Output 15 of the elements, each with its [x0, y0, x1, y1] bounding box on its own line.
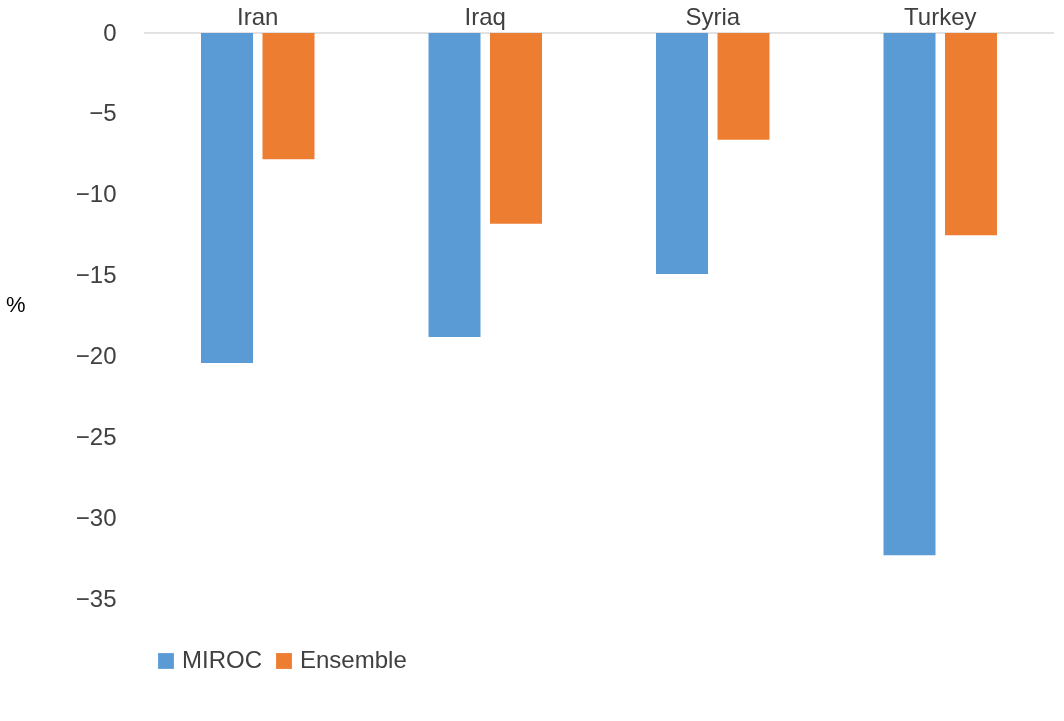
- y-axis-title: %: [6, 291, 26, 317]
- x-tick-label: Iraq: [464, 2, 506, 30]
- legend-label: MIROC: [182, 646, 262, 673]
- y-tick-label: −25: [75, 422, 117, 450]
- y-tick-label: −30: [75, 503, 117, 531]
- x-tick-label: Iran: [237, 2, 279, 30]
- x-tick-label: Turkey: [904, 2, 977, 30]
- y-tick-label: −20: [75, 341, 117, 369]
- y-tick-label: −10: [75, 180, 117, 208]
- y-tick-label: −15: [75, 261, 117, 289]
- y-tick-label: 0: [103, 18, 117, 46]
- legend-label: Ensemble: [300, 646, 407, 673]
- y-tick-label: −35: [75, 584, 117, 612]
- y-tick-label: −5: [89, 99, 117, 127]
- x-tick-label: Syria: [685, 2, 741, 30]
